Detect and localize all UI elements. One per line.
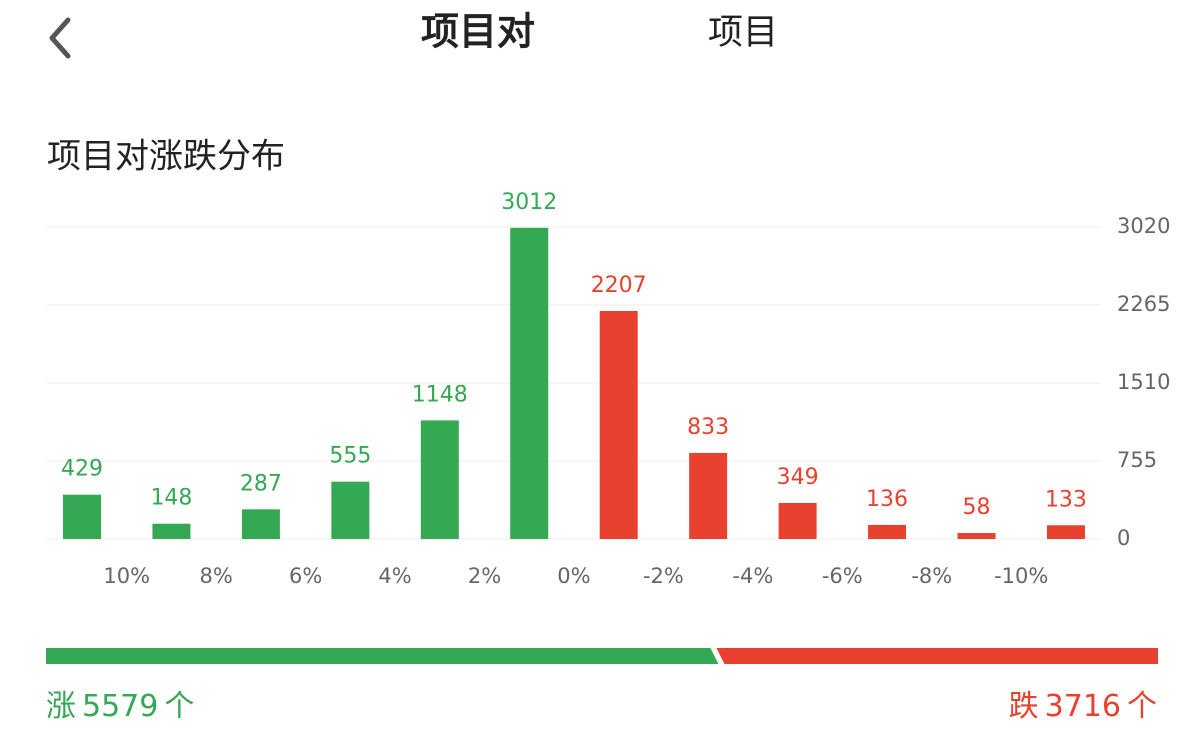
y-tick-label: 1510 xyxy=(1117,370,1170,394)
bar xyxy=(152,523,191,539)
bar xyxy=(868,524,907,539)
bar xyxy=(599,310,638,539)
bar xyxy=(1046,525,1085,539)
up-unit: 个 xyxy=(164,689,194,724)
x-tick-label: 0% xyxy=(557,564,590,588)
bar xyxy=(957,533,996,539)
up-bar xyxy=(46,648,719,664)
down-count: 3716 xyxy=(1045,689,1121,724)
bar xyxy=(510,227,549,540)
bar xyxy=(331,481,370,539)
x-tick-label: 4% xyxy=(378,564,411,588)
x-tick-label: 6% xyxy=(289,564,322,588)
value-label: 3012 xyxy=(501,190,557,215)
down-count: 跌 3716 个 xyxy=(1009,689,1157,724)
up-count: 涨 5579 个 xyxy=(46,689,194,724)
value-label: 555 xyxy=(329,444,371,469)
x-tick-label: -8% xyxy=(911,564,952,588)
down-unit: 个 xyxy=(1127,689,1157,724)
y-tick-label: 0 xyxy=(1117,526,1130,550)
header-tab[interactable]: 项目 xyxy=(708,13,778,53)
value-label: 133 xyxy=(1045,487,1087,512)
x-tick-label: 10% xyxy=(103,564,150,588)
value-label: 1148 xyxy=(412,382,468,407)
bar xyxy=(241,509,280,539)
y-tick-label: 3020 xyxy=(1117,214,1170,238)
x-tick-label: 2% xyxy=(468,564,501,588)
value-label: 429 xyxy=(61,457,103,482)
value-label: 148 xyxy=(150,486,192,511)
back-button[interactable] xyxy=(49,17,71,59)
y-tick-label: 755 xyxy=(1117,448,1157,472)
bar xyxy=(689,452,728,539)
header-title[interactable]: 项目对 xyxy=(421,10,535,54)
x-tick-label: -4% xyxy=(732,564,773,588)
value-label: 833 xyxy=(687,415,729,440)
summary: 涨 5579 个跌 3716 个 xyxy=(46,648,1158,724)
bar xyxy=(420,420,459,539)
value-label: 287 xyxy=(240,471,282,496)
y-tick-label: 2265 xyxy=(1117,292,1170,316)
up-count: 5579 xyxy=(82,689,158,724)
x-tick-label: 8% xyxy=(200,564,233,588)
down-label: 跌 xyxy=(1009,689,1039,724)
bar xyxy=(778,502,817,539)
up-label: 涨 xyxy=(46,689,76,724)
x-tick-label: -10% xyxy=(994,564,1048,588)
chart-title: 项目对涨跌分布 xyxy=(47,137,285,177)
value-label: 2207 xyxy=(591,273,647,298)
value-label: 136 xyxy=(866,487,908,512)
bar xyxy=(63,494,101,539)
value-label: 349 xyxy=(777,465,819,490)
chart: 0 755 1510 2265 3020 429 148 287 555 1148 3012 2207… xyxy=(46,190,1170,588)
x-tick-label: -2% xyxy=(643,564,684,588)
down-bar xyxy=(716,648,1158,664)
x-tick-label: -6% xyxy=(822,564,863,588)
value-label: 58 xyxy=(963,495,991,520)
